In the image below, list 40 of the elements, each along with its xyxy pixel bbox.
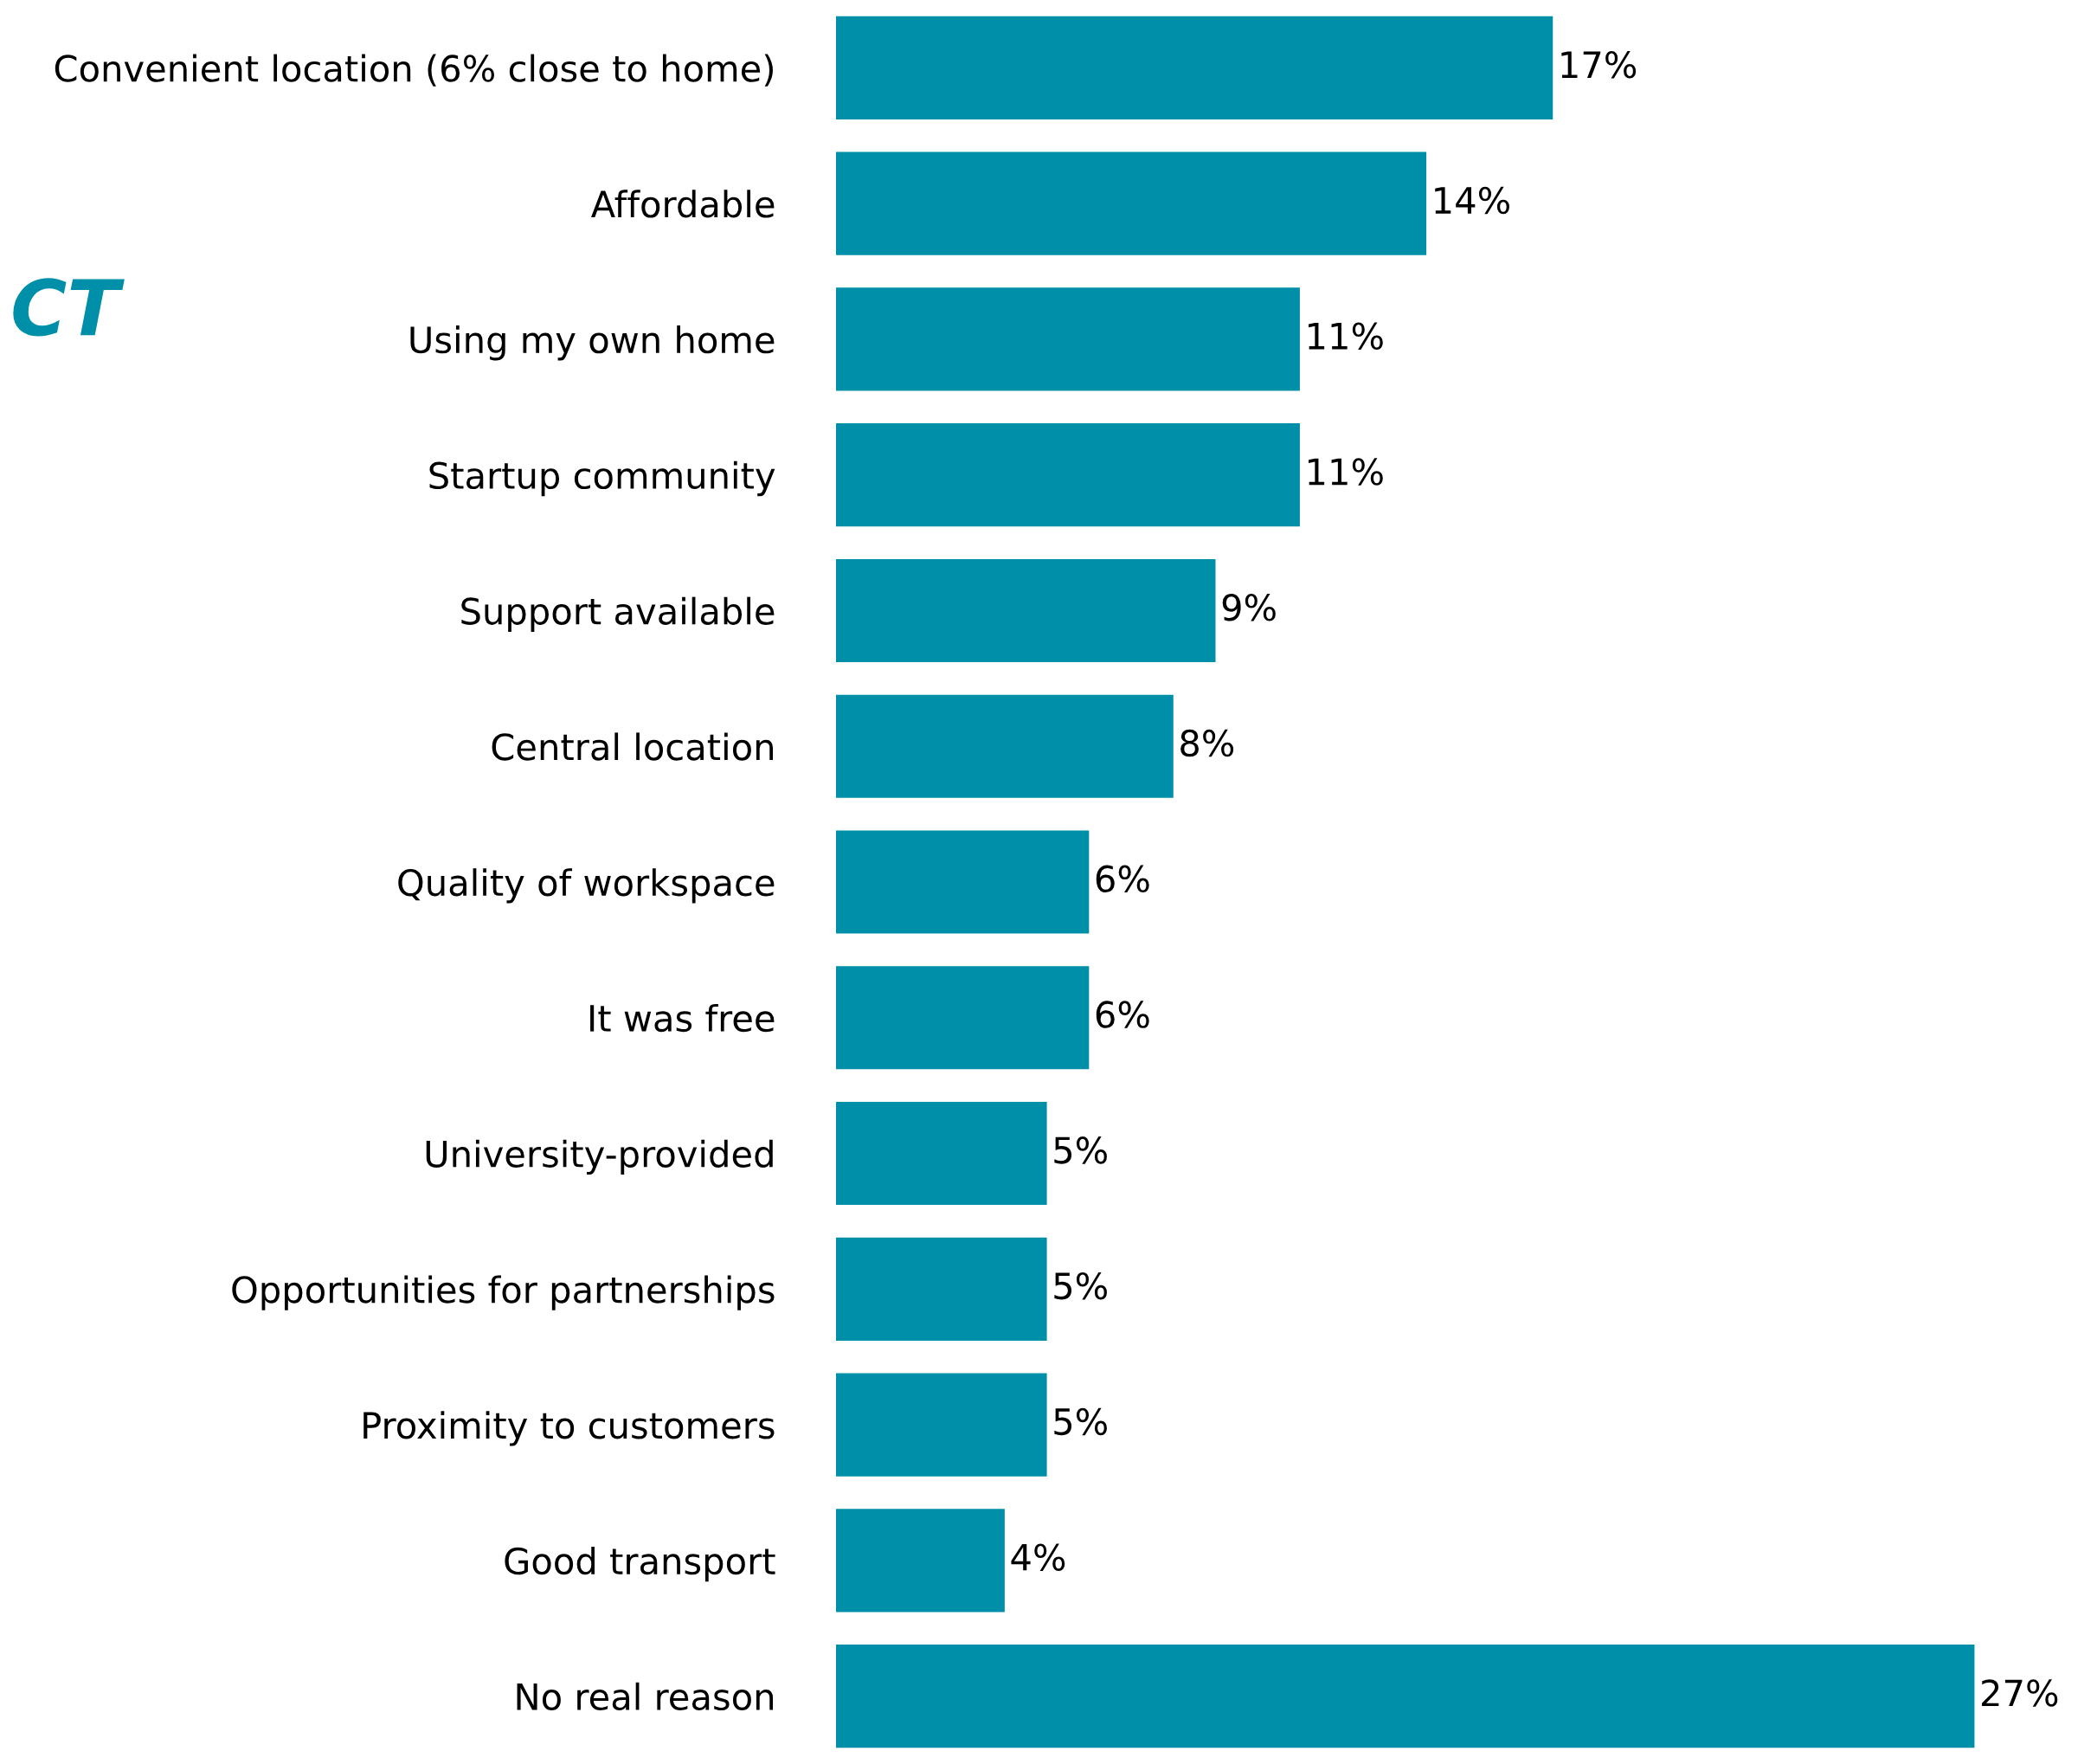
y-tick-label: University-provided xyxy=(426,1139,773,1175)
data-label: 9% xyxy=(1222,594,1276,621)
bar xyxy=(836,966,1090,1070)
data-label: 5% xyxy=(1054,1271,1107,1300)
bar xyxy=(836,1373,1047,1477)
bar xyxy=(836,830,1090,934)
y-tick-label: Using my own home xyxy=(410,325,775,361)
y-tick-label: Support available xyxy=(461,596,775,632)
bar xyxy=(836,151,1427,255)
data-label: 17% xyxy=(1561,50,1637,79)
y-tick-label: Convenient location (6% close to home) xyxy=(55,54,773,87)
y-tick-label: No real reason xyxy=(517,1682,774,1711)
bar xyxy=(836,1101,1047,1206)
y-tick-label: Good transport xyxy=(505,1547,775,1582)
bar xyxy=(836,694,1174,798)
bar xyxy=(836,1509,1005,1613)
data-label: 6% xyxy=(1096,865,1149,893)
y-tick-label: It was free xyxy=(590,1003,775,1033)
data-label: 5% xyxy=(1054,1136,1107,1164)
bar xyxy=(836,558,1216,663)
data-label: 14% xyxy=(1435,186,1509,215)
y-tick-label: Proximity to customers xyxy=(363,1411,775,1446)
data-label: 4% xyxy=(1011,1543,1065,1571)
bar xyxy=(836,423,1300,527)
data-label: 5% xyxy=(1054,1407,1107,1436)
data-label: 27% xyxy=(1982,1679,2058,1707)
y-tick-label: Central location xyxy=(492,732,774,761)
bar xyxy=(836,1645,1975,1748)
data-label: 6% xyxy=(1096,1001,1149,1028)
y-tick-label: Affordable xyxy=(591,190,775,218)
y-tick-label: Quality of workspace xyxy=(398,868,775,904)
text: CT xyxy=(13,278,125,337)
bar xyxy=(836,287,1300,391)
y-tick-label: Opportunities for partnerships xyxy=(232,1275,775,1310)
bar xyxy=(836,16,1553,119)
bar xyxy=(836,1237,1047,1341)
data-label: 11% xyxy=(1309,458,1383,486)
data-label: 11% xyxy=(1309,322,1383,351)
data-label: 8% xyxy=(1180,729,1234,757)
y-tick-label: Startup community xyxy=(429,460,775,497)
